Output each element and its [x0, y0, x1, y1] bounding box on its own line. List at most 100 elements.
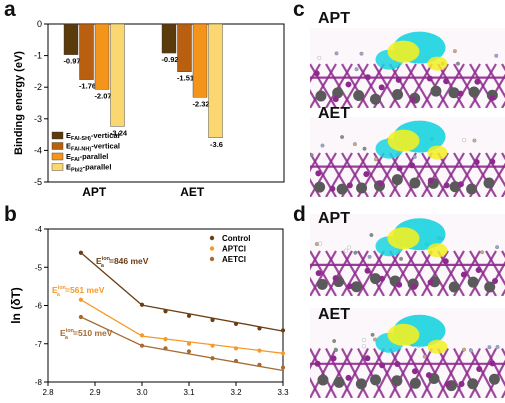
data-point — [257, 348, 262, 353]
y-axis-label: Binding energy (eV) — [13, 51, 25, 155]
atom — [427, 177, 434, 184]
atom — [443, 78, 450, 85]
bar-value-label: -2.07 — [94, 91, 111, 100]
legend-label: EFAI-NH)-vertical — [66, 142, 120, 153]
data-point — [78, 297, 83, 302]
isosurface-yellow — [427, 243, 448, 258]
atom — [425, 372, 432, 379]
panel-letter-c: c — [293, 0, 305, 21]
atom — [448, 87, 460, 99]
atom — [333, 376, 345, 388]
atom — [391, 375, 403, 387]
atom — [314, 360, 321, 367]
x-tick-label: 3.3 — [277, 388, 289, 397]
bond-line — [341, 63, 369, 109]
atom — [332, 339, 337, 343]
atom — [333, 347, 338, 352]
activation-energy-label: Eion a =846 meV — [96, 256, 149, 269]
bond-line — [485, 359, 505, 399]
atom — [313, 70, 320, 77]
d-aet-structure-render — [277, 308, 505, 399]
atom — [359, 51, 364, 56]
atom — [396, 281, 403, 288]
binding-energy-bar-chart: 0 -1 -2 -3 -4 -5 Binding energy (eV) -0.97 -1.76… — [13, 19, 285, 199]
atom — [475, 267, 482, 274]
y-tick-label: -8 — [35, 378, 43, 387]
y-tick-label: -7 — [35, 340, 43, 349]
atom — [444, 381, 451, 388]
data-point — [163, 337, 168, 342]
atom — [483, 177, 495, 189]
atom — [476, 366, 483, 373]
atom — [350, 281, 362, 293]
x-category-label: AET — [180, 185, 205, 199]
y-axis-label: ln (δT) — [9, 287, 23, 324]
bar — [208, 23, 223, 138]
y-tick-label: -4 — [35, 225, 43, 234]
c-aet-charge-density-image — [277, 117, 505, 198]
atom — [317, 55, 322, 60]
atom — [495, 245, 500, 250]
data-point — [233, 358, 239, 364]
atom — [452, 49, 457, 54]
bond-line — [485, 73, 505, 109]
atom — [315, 170, 322, 177]
bond-line — [405, 152, 433, 198]
atom — [495, 344, 500, 349]
c-apt-title: APT — [318, 10, 350, 27]
atom — [427, 279, 434, 286]
y-tick-label: -4 — [34, 145, 42, 155]
c-aet-structure-render — [277, 117, 505, 198]
atom — [472, 138, 477, 143]
data-point — [186, 313, 192, 318]
atom — [462, 347, 467, 352]
atom — [492, 278, 499, 285]
atom — [318, 241, 323, 246]
data-point — [210, 317, 215, 323]
atom — [494, 53, 499, 58]
atom — [370, 374, 382, 386]
atom — [345, 374, 352, 381]
y-tick-label: -5 — [34, 177, 42, 187]
c-apt-charge-density-image — [277, 28, 505, 109]
atom — [369, 273, 381, 285]
atom — [353, 89, 365, 101]
atom — [315, 270, 322, 277]
atom — [369, 93, 381, 105]
bond-line — [453, 63, 481, 109]
data-point — [233, 321, 239, 326]
data-point — [186, 349, 192, 354]
atom — [484, 281, 496, 293]
bond-line — [309, 63, 337, 109]
atom — [409, 96, 416, 103]
atom — [430, 85, 442, 97]
isosurface-yellow — [427, 339, 448, 354]
bond-line — [453, 347, 481, 399]
atom — [332, 96, 339, 103]
isosurface-yellow — [387, 129, 420, 152]
y-tick-label: -5 — [35, 263, 43, 272]
x-tick-label: 3.0 — [136, 388, 148, 397]
atom — [458, 380, 465, 387]
data-point — [210, 356, 215, 361]
data-point — [139, 302, 145, 307]
atom — [480, 250, 485, 255]
bond-line — [437, 347, 465, 399]
data-point — [163, 309, 168, 314]
x-tick-label: 3.1 — [183, 388, 195, 397]
legend-label: EPbI2-parallel — [66, 163, 111, 174]
data-point — [163, 346, 168, 351]
panel-letter-a: a — [4, 0, 16, 21]
isosurface-yellow — [427, 56, 448, 71]
atom — [399, 256, 403, 261]
atom — [457, 181, 464, 188]
bond-line — [341, 250, 369, 297]
atom — [468, 86, 480, 98]
atom — [377, 180, 384, 187]
data-point — [280, 351, 286, 356]
atom — [489, 360, 496, 367]
atom — [412, 154, 417, 159]
fit-line — [80, 316, 143, 347]
bond-line — [373, 347, 401, 399]
atom — [409, 177, 421, 189]
